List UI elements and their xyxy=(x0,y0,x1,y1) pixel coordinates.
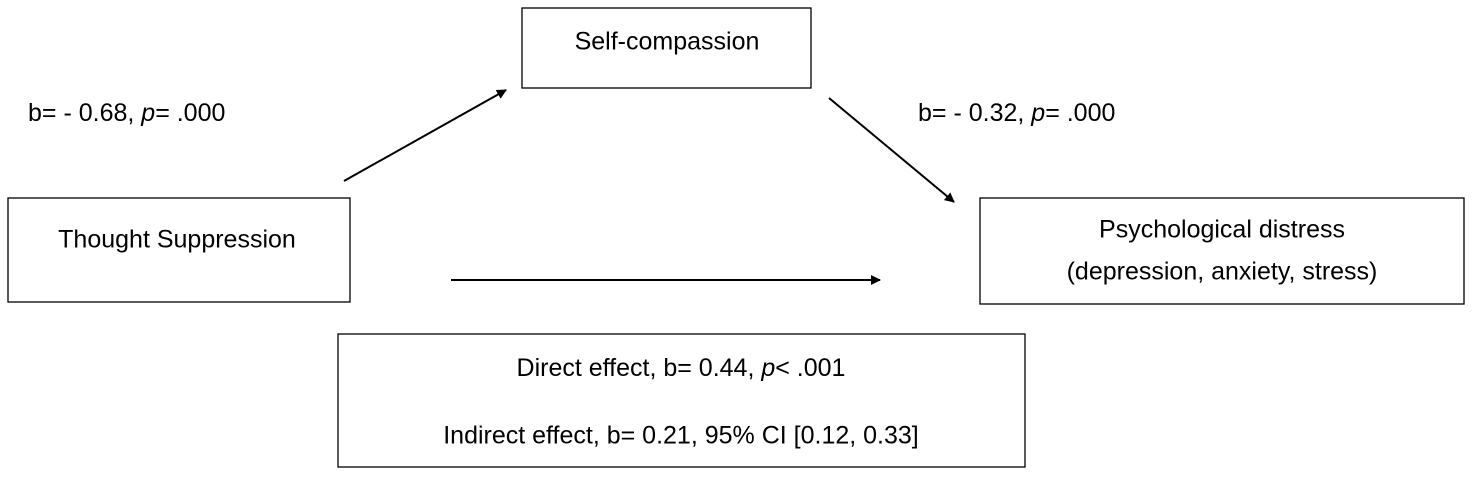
text: = .000 xyxy=(1045,99,1115,127)
predictor-label: Thought Suppression xyxy=(58,226,296,254)
outcome-box xyxy=(979,197,1465,305)
outcome-label: Psychological distress xyxy=(1099,216,1345,244)
mediator-label: Self-compassion xyxy=(575,28,760,56)
mediator-box xyxy=(521,7,812,89)
text: Direct effect, b= 0.44, xyxy=(517,354,762,382)
direct-effect: Direct effect, b= 0.44, p< .001 xyxy=(517,354,846,382)
indirect-effect: Indirect effect, b= 0.21, 95% CI [0.12, … xyxy=(443,422,919,450)
effects-box xyxy=(337,333,1026,468)
path-a-label: b= - 0.68, p= .000 xyxy=(28,99,225,127)
arrow xyxy=(343,89,507,182)
path-b-label: b= - 0.32, p= .000 xyxy=(918,99,1115,127)
text: b= - 0.32, xyxy=(918,99,1031,127)
text: = .000 xyxy=(155,99,225,127)
arrow xyxy=(828,97,955,203)
text: b= - 0.68, xyxy=(28,99,141,127)
outcome-label: (depression, anxiety, stress) xyxy=(1067,258,1378,286)
text: p xyxy=(140,99,155,127)
predictor-box xyxy=(7,197,351,303)
text: p xyxy=(760,354,775,382)
text: p xyxy=(1030,99,1045,127)
text: < .001 xyxy=(775,354,845,382)
